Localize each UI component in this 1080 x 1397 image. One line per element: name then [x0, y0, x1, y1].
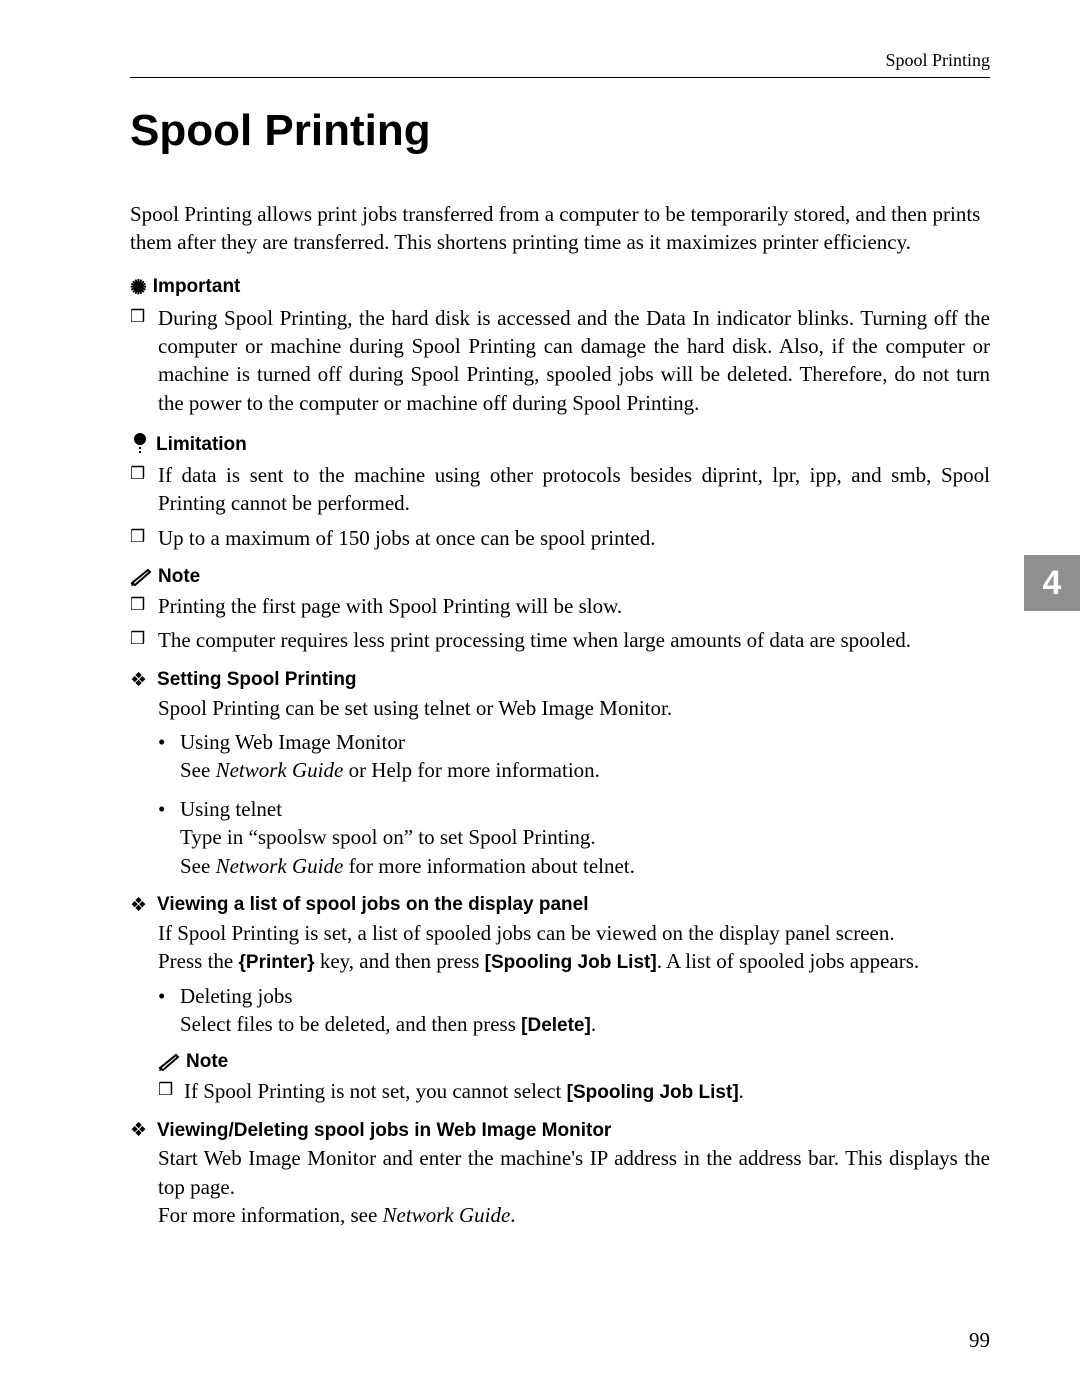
list-item: Up to a maximum of 150 jobs at once can …: [130, 524, 990, 552]
nested-note-list: If Spool Printing is not set, you cannot…: [158, 1077, 990, 1106]
bullet-line: See Network Guide for more information a…: [180, 854, 635, 878]
viewpanel-heading: ❖ Viewing a list of spool jobs on the di…: [130, 894, 990, 917]
list-item: Deleting jobs Select files to be deleted…: [158, 982, 990, 1039]
list-item: Printing the first page with Spool Print…: [130, 592, 990, 620]
note-heading: Note: [130, 566, 990, 588]
bullet-line: See Network Guide or Help for more infor…: [180, 758, 600, 782]
important-label: Important: [153, 276, 241, 298]
running-header: Spool Printing: [130, 50, 990, 71]
important-icon: ✺: [130, 275, 147, 300]
nested-note-label: Note: [186, 1051, 228, 1073]
bullet-title: Using Web Image Monitor: [180, 730, 405, 754]
setting-heading-text: Setting Spool Printing: [157, 669, 356, 691]
bullet-title: Deleting jobs: [180, 984, 293, 1008]
viewwim-para1: Start Web Image Monitor and enter the ma…: [158, 1144, 990, 1201]
header-rule: [130, 77, 990, 78]
setting-section: ❖ Setting Spool Printing Spool Printing …: [130, 669, 990, 880]
diamond-icon: ❖: [130, 894, 147, 917]
list-item: Using telnet Type in “spoolsw spool on” …: [158, 795, 990, 880]
limitation-label: Limitation: [156, 434, 247, 456]
viewwim-heading-text: Viewing/Deleting spool jobs in Web Image…: [157, 1120, 611, 1142]
list-item: Using Web Image Monitor See Network Guid…: [158, 728, 990, 785]
viewpanel-heading-text: Viewing a list of spool jobs on the disp…: [157, 894, 588, 916]
limitation-icon: [130, 433, 150, 457]
list-item: The computer requires less print process…: [130, 626, 990, 654]
note-list: Printing the first page with Spool Print…: [130, 592, 990, 655]
note-icon: [158, 1052, 180, 1072]
viewpanel-section: ❖ Viewing a list of spool jobs on the di…: [130, 894, 990, 1106]
page-number: 99: [969, 1328, 990, 1353]
note-icon: [130, 567, 152, 587]
viewwim-section: ❖ Viewing/Deleting spool jobs in Web Ima…: [130, 1119, 990, 1229]
viewpanel-para: If Spool Printing is set, a list of spoo…: [158, 919, 990, 947]
limitation-list: If data is sent to the machine using oth…: [130, 461, 990, 552]
list-item: During Spool Printing, the hard disk is …: [130, 304, 990, 417]
list-item: If data is sent to the machine using oth…: [130, 461, 990, 518]
important-list: During Spool Printing, the hard disk is …: [130, 304, 990, 417]
bullet-line: Type in “spoolsw spool on” to set Spool …: [180, 825, 596, 849]
diamond-icon: ❖: [130, 669, 147, 692]
nested-note-heading: Note: [158, 1051, 990, 1073]
page-title: Spool Printing: [130, 106, 990, 156]
bullet-line: Select files to be deleted, and then pre…: [180, 1012, 596, 1036]
setting-lead: Spool Printing can be set using telnet o…: [158, 694, 990, 722]
chapter-tab: 4: [1024, 555, 1080, 611]
limitation-heading: Limitation: [130, 433, 990, 457]
setting-heading: ❖ Setting Spool Printing: [130, 669, 990, 692]
viewpanel-press: Press the {Printer} key, and then press …: [158, 947, 990, 976]
important-heading: ✺ Important: [130, 275, 990, 300]
viewwim-para2: For more information, see Network Guide.: [158, 1201, 990, 1229]
viewwim-heading: ❖ Viewing/Deleting spool jobs in Web Ima…: [130, 1119, 990, 1142]
bullet-title: Using telnet: [180, 797, 282, 821]
intro-paragraph: Spool Printing allows print jobs transfe…: [130, 200, 990, 257]
note-label: Note: [158, 566, 200, 588]
diamond-icon: ❖: [130, 1119, 147, 1142]
list-item: If Spool Printing is not set, you cannot…: [158, 1077, 990, 1106]
